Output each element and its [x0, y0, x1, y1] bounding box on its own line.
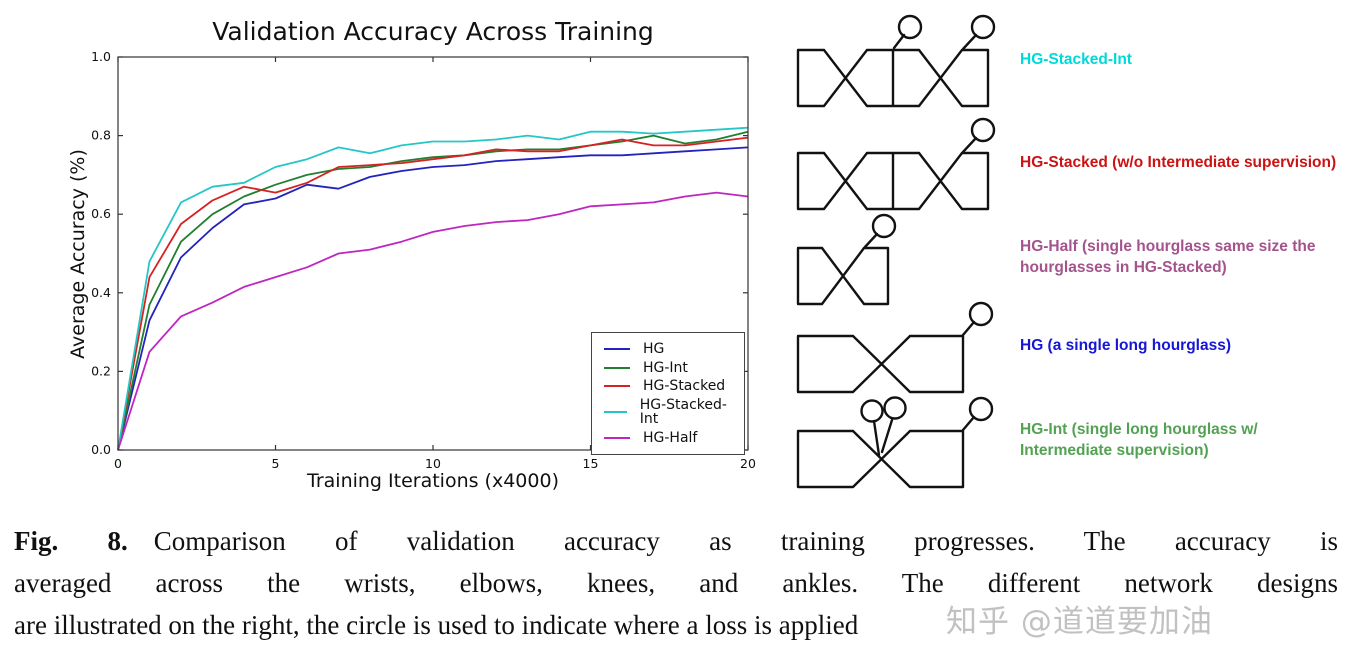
watermark: 知乎 @道道要加油	[946, 604, 1213, 640]
middle-loss-link	[892, 33, 906, 49]
intermediate-loss-link	[880, 418, 894, 453]
intermediate-loss-link	[872, 419, 881, 456]
x-tick-label: 15	[583, 456, 599, 471]
legend-line-swatch-icon	[604, 347, 630, 350]
legend-line-swatch-icon	[604, 411, 627, 414]
x-tick-label: 0	[114, 456, 122, 471]
diagram-row-hg: HG (a single long hourglass)	[788, 296, 1349, 396]
end-loss-link	[961, 33, 978, 50]
legend-item: HG-Stacked-Int	[604, 398, 732, 426]
diagram-label: HG-Stacked (w/o Intermediate supervision…	[1020, 153, 1337, 171]
caption-line-1: Fig. 8. Comparison of validation accuracy…	[14, 520, 1338, 562]
diagram-label: HG (a single long hourglass)	[1020, 336, 1231, 354]
end-loss-circle-icon	[871, 213, 897, 238]
x-axis-label: Training Iterations (x4000)	[306, 470, 559, 492]
diagram-row-hg-stacked: HG-Stacked (w/o Intermediate supervision…	[788, 113, 1349, 213]
diagram-row-hg-int: HG-Int (single long hourglass w/ Interme…	[788, 391, 1349, 491]
network-diagrams: HG-Stacked-Int HG-Stacked (w/o Intermedi…	[788, 6, 1349, 511]
x-tick-label: 5	[272, 456, 280, 471]
legend-line-swatch-icon	[604, 437, 630, 440]
hourglass-half-diagram	[796, 213, 897, 305]
y-tick-label: 0.6	[91, 206, 111, 221]
series-line-HG	[117, 146, 749, 451]
figure-caption: Fig. 8. Comparison of validation accuracy…	[14, 520, 1338, 646]
hourglass-stacked-diagram	[796, 117, 996, 210]
plot-frame	[117, 56, 749, 451]
chart-title: Validation Accuracy Across Training	[212, 17, 654, 46]
legend-line-swatch-icon	[604, 385, 630, 388]
chart-legend: HG HG-Int HG-Stacked HG-Stacked-Int HG-Half	[591, 332, 745, 455]
end-loss-link	[961, 136, 978, 153]
caption-text: Comparison of validation accuracy as tra…	[153, 526, 1338, 556]
chart-canvas: Validation Accuracy Across Training Trai…	[67, 17, 756, 492]
plot-area: 0 5 10 15 20 0.0 0.2 0.4 0.6 0.8 1.0	[91, 49, 756, 471]
end-loss-link	[863, 232, 879, 248]
legend-item: HG-Int	[604, 361, 732, 375]
series-line-HG-Half	[117, 191, 749, 451]
end-loss-link	[961, 415, 976, 431]
series-line-HG-Stacked-Int	[117, 126, 749, 451]
end-loss-link	[961, 320, 976, 336]
y-tick-label: 0.2	[91, 363, 111, 378]
hourglass-long-int-diagram	[796, 395, 994, 488]
validation-accuracy-chart: Validation Accuracy Across Training Trai…	[0, 0, 780, 505]
intermediate-loss-circle-icon	[860, 398, 884, 423]
series-line-HG-Stacked	[117, 136, 749, 451]
hourglass-long-diagram	[796, 301, 994, 393]
figure-number: Fig. 8.	[14, 526, 128, 556]
end-loss-circle-icon	[968, 301, 994, 326]
legend-label: HG	[643, 340, 665, 357]
diagram-label: HG-Stacked-Int	[1020, 50, 1132, 68]
intermediate-loss-circle-icon	[883, 395, 907, 420]
diagram-row-hg-stacked-int: HG-Stacked-Int	[788, 10, 1349, 110]
diagram-label: HG-Int (single long hourglass w/ Interme…	[1020, 421, 1258, 459]
legend-item: HG-Half	[604, 431, 732, 445]
end-loss-circle-icon	[970, 117, 996, 142]
legend-line-swatch-icon	[604, 366, 630, 369]
y-tick-label: 0.8	[91, 128, 111, 143]
end-loss-circle-icon	[970, 14, 996, 39]
series-line-HG-Int	[117, 130, 749, 451]
end-loss-circle-icon	[968, 396, 994, 421]
middle-loss-circle-icon	[897, 14, 923, 39]
diagram-row-hg-half: HG-Half (single hourglass same size the …	[788, 208, 1349, 308]
y-axis-label: Average Accuracy (%)	[67, 149, 89, 359]
x-tick-label: 20	[740, 456, 756, 471]
x-tick-label: 10	[425, 456, 441, 471]
y-tick-label: 0.0	[91, 442, 111, 457]
y-tick-label: 1.0	[91, 49, 111, 64]
diagram-label: HG-Half (single hourglass same size the …	[1020, 238, 1316, 276]
legend-item: HG-Stacked	[604, 379, 732, 393]
legend-label: HG-Stacked	[643, 378, 726, 395]
hourglass-stacked-int-diagram	[796, 14, 996, 107]
legend-item: HG	[604, 342, 732, 356]
legend-label: HG-Stacked-Int	[639, 397, 727, 428]
y-tick-label: 0.4	[91, 285, 111, 300]
caption-line-2: averaged across the wrists, elbows, knee…	[14, 568, 1338, 598]
caption-line-3: are illustrated on the right, the circle…	[14, 610, 859, 640]
legend-label: HG-Int	[643, 359, 688, 376]
legend-label: HG-Half	[643, 430, 698, 447]
